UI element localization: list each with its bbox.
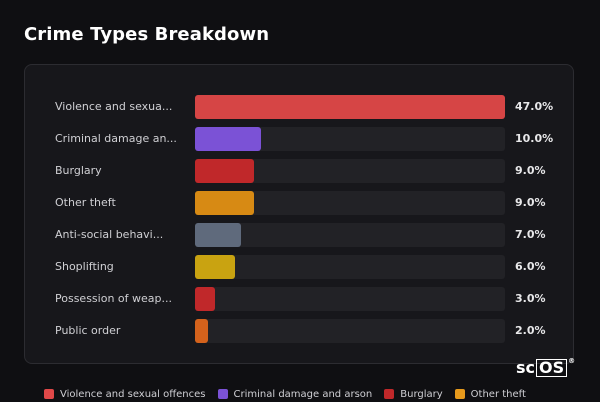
bar-track [195,127,505,151]
bar-row: Anti-social behavi... 7.0% [25,223,575,247]
bar-value-label: 2.0% [515,324,546,337]
bar-track [195,287,505,311]
legend-item: Criminal damage and arson [217,388,373,400]
bar [195,287,215,311]
bar-row: Burglary 9.0% [25,159,575,183]
bar-row: Possession of weap... 3.0% [25,287,575,311]
bar [195,255,235,279]
bar-value-label: 6.0% [515,260,546,273]
watermark-boxed: OS [536,358,568,377]
bar-category-label: Anti-social behavi... [55,228,164,241]
legend-item: Burglary [384,388,443,400]
bar-track [195,191,505,215]
legend-item: Violence and sexual offences [44,389,206,400]
legend-label: Other theft [470,388,526,400]
bar-value-label: 10.0% [515,132,554,145]
legend-swatch [384,389,395,399]
chart-title: Crime Types Breakdown [24,24,270,45]
bar-track [195,223,505,247]
bar-track [195,95,505,119]
legend-label: Burglary [400,388,443,400]
bar-track [195,159,505,183]
watermark-prefix: sc [516,358,536,377]
bar-category-label: Public order [55,324,121,337]
bar-row: Other theft 9.0% [25,191,575,215]
bar-value-label: 47.0% [515,100,554,113]
bar [195,223,241,247]
chart-panel: Violence and sexua... 47.0% Criminal damag… [24,64,574,364]
watermark-logo: sc OS ® [516,356,576,378]
watermark-registered-mark: ® [568,356,576,365]
bar [195,127,261,151]
bar [195,159,254,183]
legend-swatch [44,389,54,399]
bar-value-label: 9.0% [515,196,546,209]
legend-label: Criminal damage and arson [233,388,373,400]
bar-category-label: Possession of weap... [55,292,172,305]
bar-row: Shoplifting 6.0% [25,255,575,279]
bar-value-label: 9.0% [515,164,546,177]
bar-category-label: Violence and sexua... [55,100,173,113]
legend: Violence and sexual offences Criminal dam… [44,386,526,402]
bar-category-label: Other theft [55,196,116,209]
bar-row: Public order 2.0% [25,319,575,343]
bar-category-label: Burglary [55,164,102,177]
bar-category-label: Criminal damage an... [55,132,177,145]
bar-row: Criminal damage an... 10.0% [25,127,575,151]
bar [195,191,254,215]
legend-item: Other theft [454,388,526,400]
legend-swatch [454,389,465,399]
bar-track [195,319,505,343]
bar [195,95,505,119]
legend-label: Violence and sexual offences [60,388,206,400]
bar [195,319,208,343]
bar-category-label: Shoplifting [55,260,114,273]
bar-track [195,255,505,279]
bar-value-label: 7.0% [515,228,546,241]
legend-swatch [217,389,228,399]
bar-row: Violence and sexua... 47.0% [25,95,575,119]
bar-value-label: 3.0% [515,292,546,305]
